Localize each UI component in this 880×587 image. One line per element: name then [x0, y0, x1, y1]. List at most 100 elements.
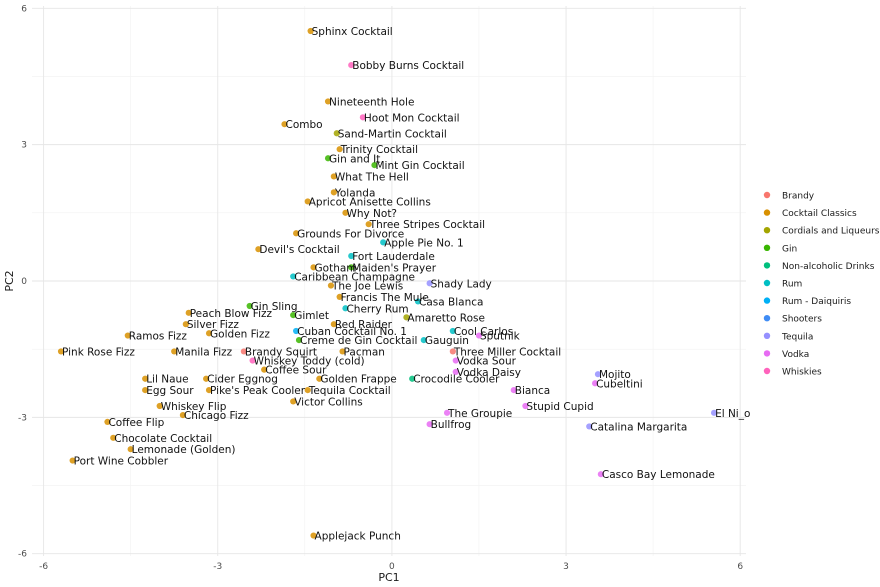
point-label: Yolanda: [334, 187, 376, 199]
data-point: [310, 264, 317, 271]
legend-key: [763, 315, 771, 322]
data-point: [171, 348, 178, 355]
point-label: Port Wine Cobbler: [74, 456, 169, 468]
point-label: Chicago Fizz: [184, 410, 249, 422]
data-point: [342, 209, 349, 216]
point-label: Egg Sour: [146, 385, 194, 397]
data-point: [324, 155, 332, 162]
legend-key: [763, 191, 771, 199]
data-point: [316, 375, 323, 382]
point-label: Coffee Flip: [108, 417, 164, 429]
point-label: Peach Blow Fizz: [190, 308, 273, 320]
data-point: [420, 336, 427, 344]
data-point: [594, 371, 602, 378]
data-point: [336, 146, 343, 153]
data-point: [142, 386, 149, 394]
data-point: [127, 446, 134, 453]
legend-key: [763, 279, 771, 287]
point-label: The Joe Lewis: [331, 281, 403, 293]
data-point: [293, 327, 300, 335]
point-label: Stupid Cupid: [526, 401, 593, 413]
point-label: Catalina Margarita: [590, 421, 687, 433]
point-label: Sputnik: [480, 331, 521, 343]
point-label: Lemonade (Golden): [132, 444, 236, 456]
legend-key: [763, 350, 771, 357]
point-label: Chocolate Cocktail: [114, 433, 212, 445]
point-label: Vodka Sour: [457, 356, 517, 368]
data-point: [304, 386, 311, 394]
point-label: Applejack Punch: [315, 531, 401, 543]
data-point: [304, 198, 311, 205]
y-tick-label: 3: [21, 141, 27, 151]
point-label: Tequila Cocktail: [308, 385, 391, 397]
data-point: [452, 368, 459, 376]
point-label: Sphinx Cocktail: [312, 26, 393, 38]
data-point: [290, 273, 297, 280]
data-point: [452, 357, 459, 364]
data-point: [205, 330, 213, 337]
x-tick-label: -3: [213, 562, 222, 572]
point-label: Hoot Mon Cocktail: [364, 112, 460, 124]
point-label: Creme de Gin Cocktail: [300, 335, 417, 347]
data-point: [330, 189, 337, 196]
data-point: [365, 221, 372, 228]
point-label: Lil Naue: [146, 374, 188, 386]
point-label: Nineteenth Hole: [329, 96, 414, 108]
y-axis-title: PC2: [3, 270, 16, 291]
point-label: Whiskey Flip: [161, 401, 227, 413]
point-label: Casa Blanca: [419, 296, 483, 308]
data-point: [124, 332, 131, 339]
legend-key: [763, 244, 771, 251]
point-label: Mint Gin Cocktail: [375, 160, 464, 172]
data-point: [330, 321, 337, 328]
point-label: Pink Rose Fizz: [62, 346, 135, 358]
point-label: Why Not?: [346, 208, 397, 220]
legend-label: Rum: [782, 280, 802, 290]
x-tick-label: 6: [737, 562, 743, 572]
point-label: The Groupie: [447, 408, 512, 420]
point-label: Red Raider: [335, 319, 393, 331]
point-label: Golden Fizz: [210, 328, 270, 340]
legend-label: Non-alcoholic Drinks: [782, 262, 875, 272]
x-tick-label: -6: [39, 562, 48, 572]
point-label: Grounds For Divorce: [297, 228, 404, 240]
point-label: Cuban Cocktail No. 1: [297, 326, 407, 338]
point-label: Gimlet: [294, 310, 329, 322]
data-point: [307, 27, 314, 35]
data-point: [348, 252, 355, 260]
point-label: Cool Carlos: [454, 326, 513, 338]
data-point: [510, 386, 517, 394]
point-label: Three Miller Cocktail: [453, 346, 561, 358]
point-label: Bullfrog: [431, 419, 472, 431]
point-label: Three Stripes Cocktail: [369, 219, 485, 231]
data-point: [240, 348, 247, 355]
data-point: [327, 282, 335, 289]
point-label: Whiskey Toddy (cold): [254, 356, 365, 368]
point-label: Mojito: [599, 369, 631, 381]
axis-ticks: -6 -3 0 3 6 -6 -3 0 3 6: [18, 4, 743, 572]
point-label: Vodka Daisy: [457, 367, 521, 379]
data-point: [261, 366, 268, 373]
data-point: [255, 246, 262, 253]
point-label: What The Hell: [335, 171, 409, 183]
point-label: Golden Frappe: [320, 374, 396, 386]
data-point: [57, 348, 65, 355]
legend-label: Brandy: [782, 192, 815, 202]
point-label: Cherry Rum: [346, 303, 408, 315]
data-point: [333, 130, 340, 137]
point-label: Bobby Burns Cocktail: [352, 60, 464, 72]
point-label: El Ni_o: [715, 408, 750, 420]
point-label: Gin Sling: [251, 301, 298, 313]
data-point: [324, 98, 332, 105]
data-point: [69, 457, 76, 464]
legend-label: Cordials and Liqueurs: [782, 227, 880, 237]
data-point: [426, 421, 433, 428]
data-point: [249, 357, 256, 364]
data-point: [597, 471, 604, 478]
point-label: Sand-Martin Cocktail: [338, 128, 447, 140]
data-point: [710, 409, 718, 416]
legend-label: Cocktail Classics: [782, 209, 857, 219]
data-point: [586, 423, 593, 430]
legend-label: Rum - Daiquiris: [782, 297, 851, 307]
